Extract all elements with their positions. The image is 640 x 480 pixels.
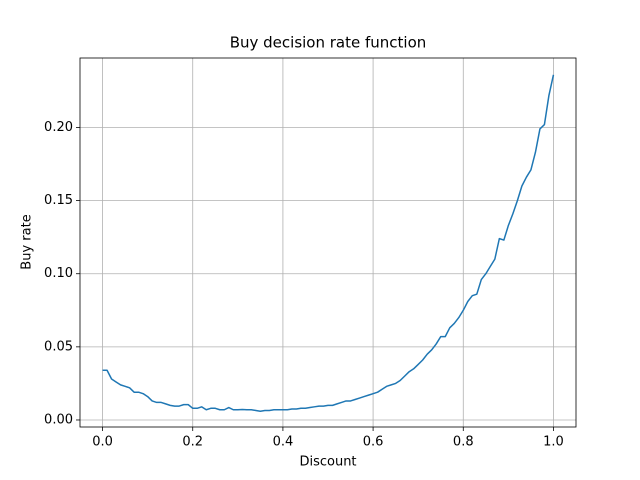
x-tick-label: 0.4 — [273, 435, 294, 450]
y-tick-label: 0.05 — [44, 339, 73, 354]
x-tick-label: 0.2 — [182, 435, 203, 450]
x-tick-label: 0.0 — [92, 435, 113, 450]
y-tick-label: 0.15 — [44, 193, 73, 208]
chart-title: Buy decision rate function — [230, 34, 427, 52]
y-axis-label: Buy rate — [20, 214, 35, 269]
y-tick-label: 0.10 — [44, 266, 73, 281]
data-line — [102, 74, 555, 412]
x-axis-label: Discount — [299, 455, 356, 470]
y-tick-label: 0.20 — [44, 120, 73, 135]
axes-frame — [79, 57, 577, 428]
x-tick-label: 0.8 — [453, 435, 474, 450]
grid — [80, 58, 576, 427]
x-tick-label: 1.0 — [543, 435, 564, 450]
x-tick-label: 0.6 — [363, 435, 384, 450]
y-tick-label: 0.00 — [44, 412, 73, 427]
